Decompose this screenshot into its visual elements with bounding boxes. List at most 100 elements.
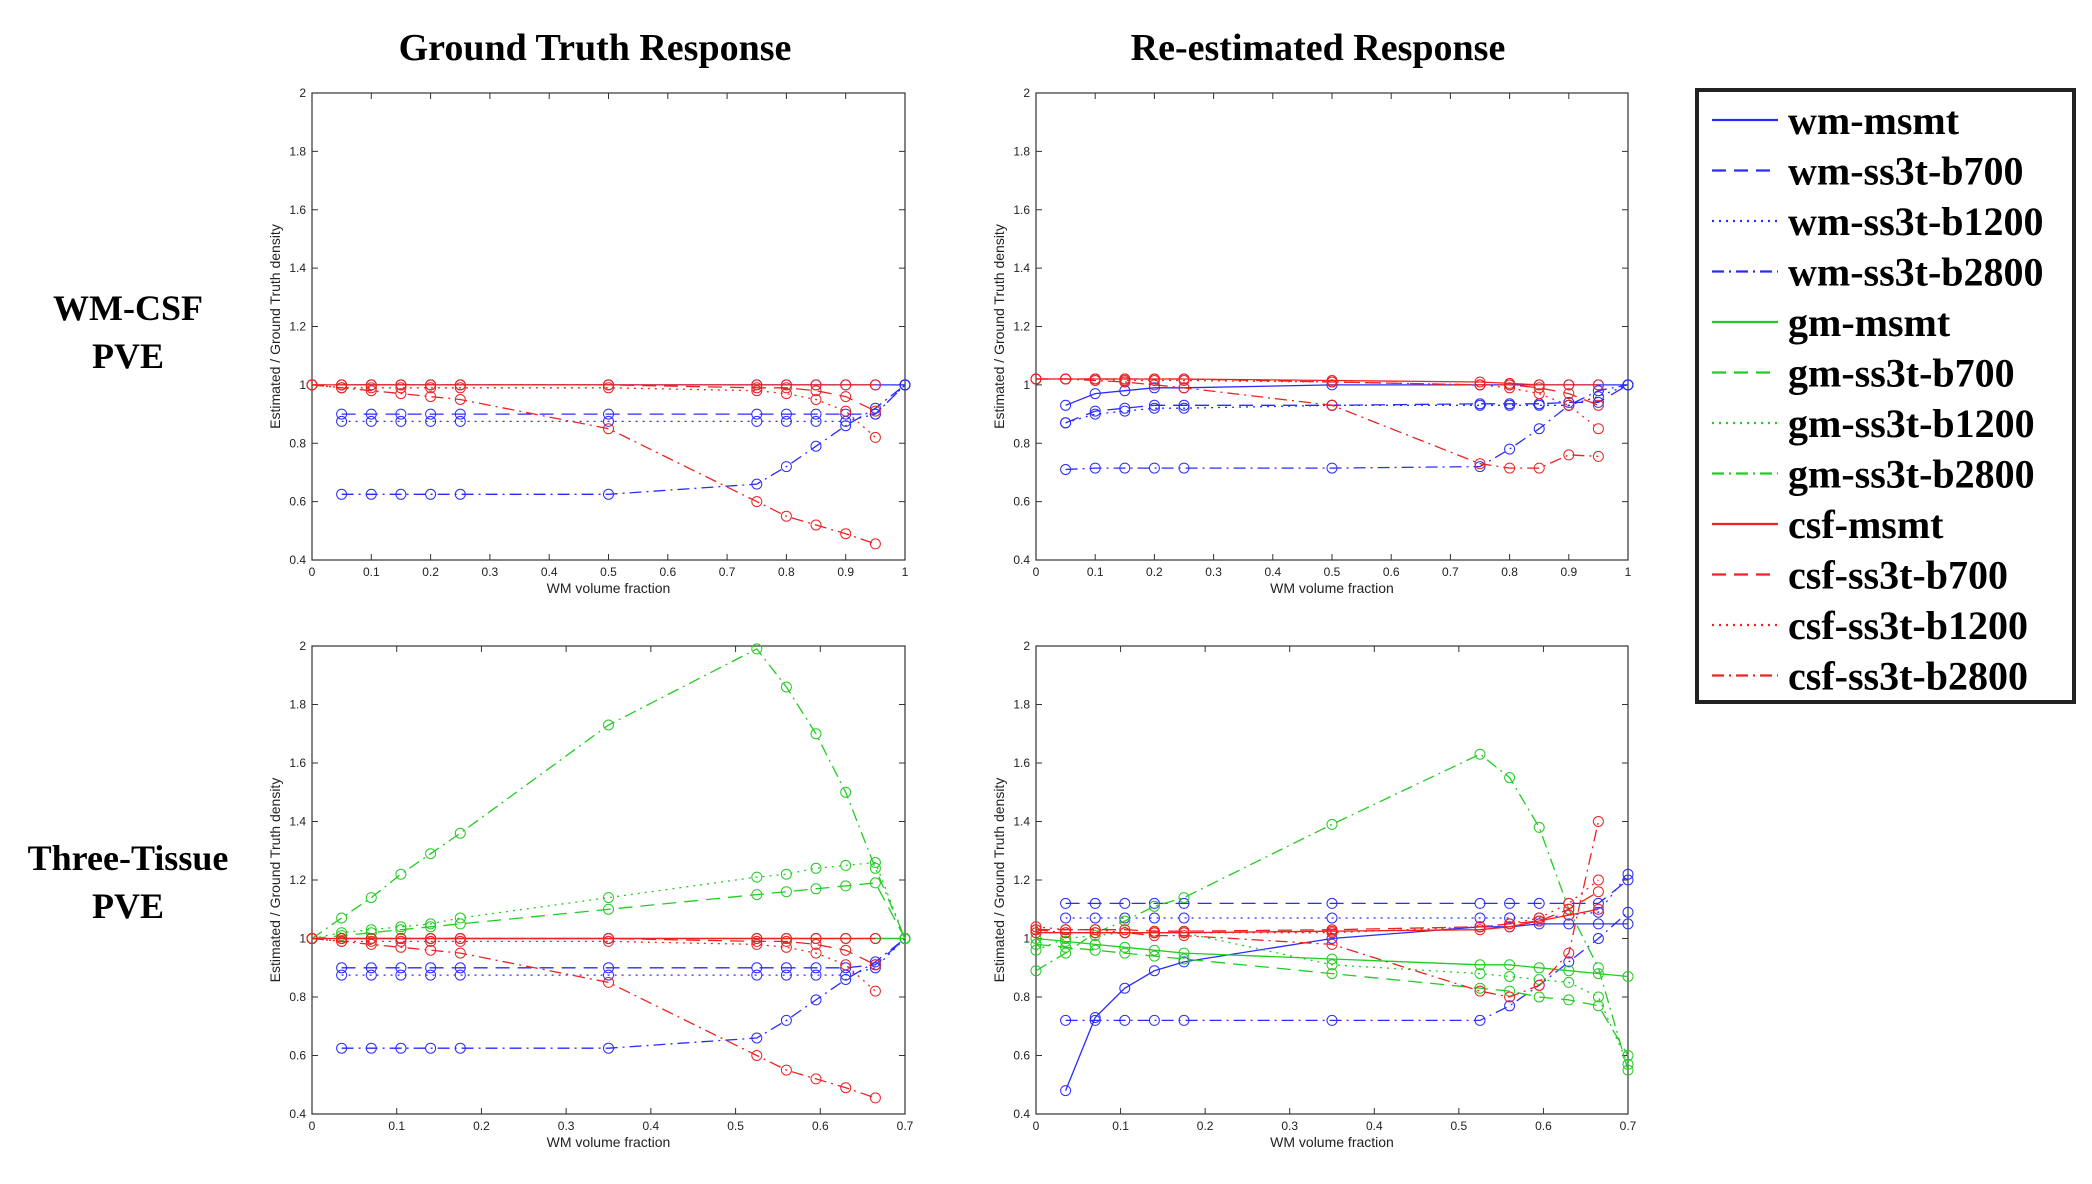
- y-tick-label: 0.8: [1013, 436, 1030, 450]
- data-point-wm-ss3t-b700: [1148, 399, 1160, 411]
- data-point-csf-ss3t-b700: [1592, 399, 1604, 411]
- data-point-wm-msmt: [1089, 388, 1101, 400]
- legend-item-wm-ss3t-b1200: wm-ss3t-b1200: [1712, 199, 2044, 244]
- data-point-csf-ss3t-b2800: [1030, 373, 1042, 385]
- data-point-wm-msmt: [1533, 918, 1545, 930]
- series-line-gm-ss3t-b1200: [1035, 932, 1629, 1065]
- x-tick-label: 0: [309, 565, 316, 579]
- data-point-csf-msmt: [1474, 376, 1486, 388]
- data-point-wm-ss3t-b700: [1119, 402, 1131, 414]
- data-point-wm-ss3t-b700: [810, 408, 822, 420]
- data-point-wm-ss3t-b1200: [780, 415, 792, 427]
- y-tick-label: 2: [299, 86, 306, 100]
- legend-label: wm-ss3t-b700: [1788, 149, 2024, 194]
- data-point-csf-msmt: [810, 933, 822, 944]
- data-point-wm-ss3t-b700: [840, 962, 852, 974]
- chart-re-estimated-wm-csf: 0.4 0.6 0.8 1 1.2 1.4 1.6 1.8 2 0 0.1 0.2 0.3 0.4 0.5 0…: [991, 86, 1634, 596]
- data-point-wm-ss3t-b1200: [1178, 912, 1190, 924]
- data-point-csf-ss3t-b2800: [751, 1050, 763, 1061]
- data-point-wm-ss3t-b700: [780, 408, 792, 420]
- x-tick-label: 0.7: [719, 565, 736, 579]
- data-point-csf-ss3t-b1200: [1563, 399, 1575, 411]
- data-point-csf-ss3t-b1200: [425, 382, 437, 394]
- data-point-wm-ss3t-b1200: [810, 415, 822, 427]
- data-point-wm-ss3t-b2800: [1060, 1014, 1072, 1026]
- data-point-wm-ss3t-b700: [840, 408, 852, 420]
- data-point-csf-ss3t-b2800: [869, 538, 881, 550]
- data-point-gm-ss3t-b2800: [810, 728, 822, 740]
- data-point-csf-msmt: [1030, 927, 1042, 939]
- y-tick-label: 1.4: [289, 261, 306, 275]
- data-point-csf-ss3t-b700: [395, 379, 407, 391]
- data-point-wm-ss3t-b1200: [1622, 868, 1634, 880]
- data-point-wm-ss3t-b700: [1622, 874, 1634, 886]
- data-point-csf-msmt: [1563, 379, 1575, 391]
- series-csf-ss3t-b2800: [306, 379, 881, 550]
- data-point-csf-ss3t-b2800: [395, 941, 407, 953]
- data-point-wm-ss3t-b1200: [603, 415, 614, 427]
- data-point-gm-ss3t-b2800: [454, 827, 466, 839]
- data-point-csf-ss3t-b1200: [1563, 897, 1575, 909]
- y-tick-label: 1.4: [1013, 815, 1030, 829]
- data-point-gm-ss3t-b700: [869, 877, 881, 889]
- data-point-csf-ss3t-b2800: [1030, 924, 1042, 936]
- legend-label: gm-ss3t-b1200: [1788, 401, 2035, 446]
- data-point-wm-ss3t-b700: [1474, 897, 1486, 909]
- data-point-wm-ss3t-b2800: [454, 488, 466, 500]
- data-point-gm-msmt: [1178, 947, 1190, 959]
- data-point-csf-ss3t-b700: [336, 933, 348, 944]
- data-point-csf-ss3t-b2800: [454, 947, 466, 959]
- data-point-wm-ss3t-b700: [365, 962, 377, 974]
- data-point-wm-ss3t-b2800: [899, 379, 911, 391]
- y-tick-label: 0.6: [1013, 1049, 1030, 1063]
- data-point-csf-ss3t-b700: [869, 405, 881, 417]
- data-point-gm-ss3t-b1200: [1504, 971, 1516, 982]
- data-point-csf-ss3t-b2800: [1089, 375, 1101, 386]
- data-point-csf-ss3t-b1200: [1504, 918, 1516, 930]
- data-point-csf-ss3t-b2800: [1089, 927, 1101, 939]
- data-point-wm-ss3t-b700: [336, 962, 348, 974]
- legend-label: wm-ss3t-b1200: [1788, 199, 2044, 244]
- data-point-wm-ss3t-b700: [1592, 897, 1604, 909]
- data-point-wm-ss3t-b1200: [1119, 912, 1131, 924]
- data-point-gm-ss3t-b2800: [840, 786, 852, 798]
- data-point-gm-ss3t-b1200: [1326, 959, 1338, 971]
- data-point-csf-ss3t-b700: [869, 959, 881, 971]
- legend-item-gm-ss3t-b700: gm-ss3t-b700: [1712, 351, 2015, 396]
- data-point-wm-ss3t-b700: [336, 408, 348, 420]
- data-point-wm-ss3t-b700: [780, 962, 792, 974]
- y-tick-label: 1.2: [289, 320, 306, 334]
- data-point-csf-ss3t-b2800: [810, 1073, 822, 1085]
- series-csf-ss3t-b700: [306, 933, 881, 971]
- series-line-gm-ss3t-b700: [311, 882, 906, 940]
- x-tick-label: 0.7: [1620, 1119, 1637, 1133]
- legend-item-csf-msmt: csf-msmt: [1712, 502, 1944, 547]
- plot-area: [311, 92, 906, 561]
- data-point-wm-ss3t-b2800: [425, 1042, 437, 1054]
- data-point-wm-ss3t-b700: [1089, 405, 1101, 417]
- data-point-gm-ss3t-b2800: [395, 868, 407, 880]
- data-point-csf-ss3t-b700: [1563, 903, 1575, 915]
- series-wm-ss3t-b1200: [1060, 868, 1634, 924]
- data-point-gm-ss3t-b1200: [454, 912, 466, 924]
- data-point-gm-ss3t-b700: [1474, 982, 1486, 994]
- chart-re-estimated-three-tissue: 0.4 0.6 0.8 1 1.2 1.4 1.6 1.8 2 0 0.1 0.2 0.3 0.4 0.5 0…: [991, 639, 1637, 1150]
- data-point-wm-ss3t-b2800: [751, 478, 763, 490]
- data-point-gm-ss3t-b1200: [603, 892, 614, 904]
- data-point-wm-ss3t-b2800: [840, 974, 852, 985]
- x-tick-label: 0.5: [1324, 565, 1341, 579]
- legend-item-gm-ss3t-b2800: gm-ss3t-b2800: [1712, 452, 2035, 497]
- data-point-wm-ss3t-b2800: [751, 1032, 763, 1044]
- data-point-wm-ss3t-b1200: [869, 408, 881, 420]
- series-gm-msmt: [1030, 933, 1634, 982]
- data-point-csf-ss3t-b2800: [840, 528, 852, 540]
- data-point-csf-ss3t-b2800: [336, 382, 348, 394]
- data-point-csf-ss3t-b1200: [1504, 382, 1516, 394]
- data-point-wm-ss3t-b2800: [1148, 1014, 1160, 1026]
- x-tick-label: 0.3: [558, 1119, 575, 1133]
- data-point-gm-ss3t-b700: [336, 930, 348, 942]
- data-point-gm-ss3t-b1200: [1060, 933, 1072, 944]
- y-tick-label: 2: [1023, 639, 1030, 653]
- data-point-gm-msmt: [1060, 935, 1072, 947]
- data-point-csf-ss3t-b700: [1563, 388, 1575, 400]
